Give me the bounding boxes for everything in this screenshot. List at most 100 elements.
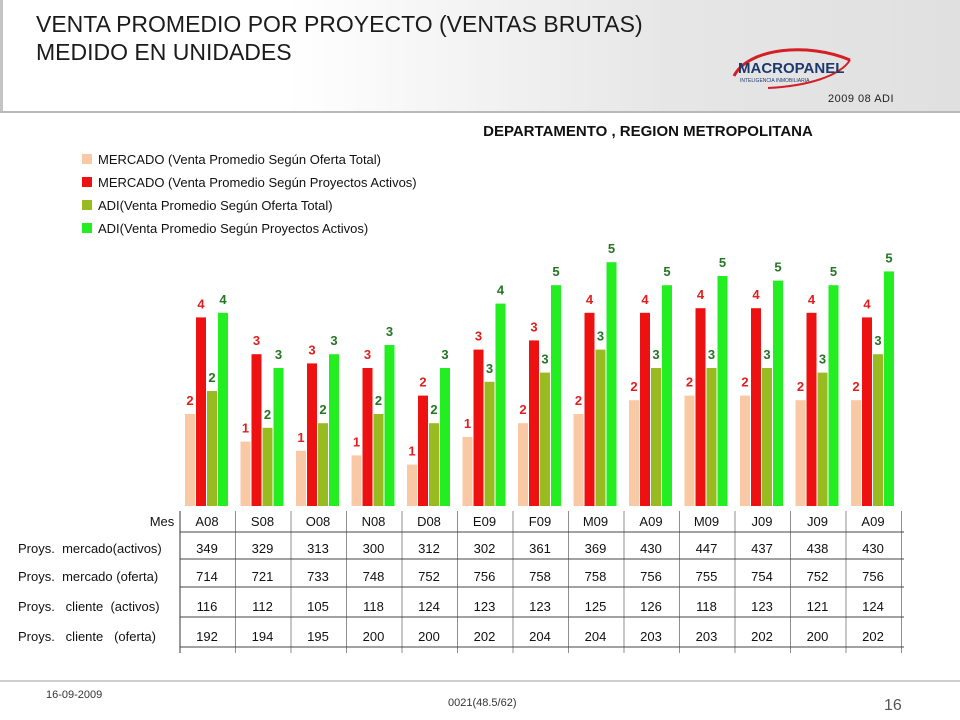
table-cell-4-6: 202: [474, 629, 496, 644]
bar-s3-9: [651, 368, 661, 506]
bar-s3-7: [540, 372, 550, 506]
table-cell-2-12: 752: [807, 569, 829, 584]
table-cell-4-9: 203: [640, 629, 662, 644]
table-cell-4-1: 192: [196, 629, 218, 644]
bar-s4-11: [773, 280, 783, 506]
data-label-s3-4: 2: [375, 393, 382, 408]
x-tick-label-10: M09: [694, 514, 719, 529]
table-cell-1-2: 329: [252, 541, 274, 556]
bar-s1-11: [740, 395, 750, 506]
data-label-s4-8: 5: [608, 241, 615, 256]
data-label-s3-1: 2: [208, 370, 215, 385]
data-label-s2-1: 4: [197, 296, 205, 311]
data-label-s4-11: 5: [774, 260, 781, 275]
data-label-s2-7: 3: [530, 319, 537, 334]
data-label-s3-11: 3: [763, 347, 770, 362]
period-label: 2009 08 ADI: [828, 93, 895, 105]
bar-s3-6: [484, 381, 495, 506]
page-number: 16: [884, 697, 902, 714]
data-label-s2-3: 3: [308, 342, 315, 357]
slide-title-line2: MEDIDO EN UNIDADES: [36, 39, 292, 65]
table-cell-2-4: 748: [363, 569, 385, 584]
svg-text:MACROPANEL: MACROPANEL: [738, 60, 844, 77]
data-label-s1-4: 1: [353, 434, 360, 449]
data-label-s2-8: 4: [586, 292, 594, 307]
bar-s4-13: [884, 271, 894, 506]
table-cell-3-9: 126: [640, 599, 662, 614]
data-label-s3-7: 3: [541, 352, 548, 367]
legend-label-2: MERCADO (Venta Promedio Según Proyectos …: [98, 175, 417, 190]
x-tick-label-1: A08: [195, 514, 218, 529]
data-label-s1-7: 2: [519, 402, 526, 417]
x-tick-label-8: M09: [583, 514, 608, 529]
table-cell-1-11: 437: [751, 541, 773, 556]
svg-text:INTELIGENCIA INMOBILIARIA: INTELIGENCIA INMOBILIARIA: [740, 78, 810, 84]
x-tick-label-6: E09: [473, 514, 496, 529]
data-label-s1-2: 1: [242, 421, 249, 436]
header-left-rule: [0, 0, 3, 112]
footer-divider: [0, 680, 960, 682]
x-tick-label-11: J09: [752, 514, 773, 529]
bar-s4-8: [606, 262, 617, 506]
data-label-s1-5: 1: [408, 444, 415, 459]
table-header-label: Mes: [150, 514, 175, 529]
data-label-s2-11: 4: [752, 287, 760, 302]
table-cell-3-11: 123: [751, 599, 773, 614]
legend-label-1: MERCADO (Venta Promedio Según Oferta Tot…: [98, 152, 381, 167]
data-label-s1-1: 2: [186, 393, 193, 408]
bar-s1-5: [407, 464, 417, 506]
data-label-s2-6: 3: [475, 329, 482, 344]
bar-s1-12: [795, 400, 806, 506]
data-label-s2-2: 3: [253, 333, 260, 348]
bar-s1-2: [240, 441, 251, 506]
table-cell-3-3: 105: [307, 599, 329, 614]
bar-s4-6: [495, 303, 506, 506]
bar-s2-11: [751, 308, 761, 506]
table-cell-2-9: 756: [640, 569, 662, 584]
table-row-label-3: Proys. cliente (activos): [18, 599, 160, 614]
bar-s3-10: [706, 368, 717, 506]
bar-s2-3: [307, 363, 317, 506]
bar-s3-13: [873, 354, 883, 506]
table-cell-4-11: 202: [751, 629, 773, 644]
bar-s4-10: [717, 276, 728, 506]
data-label-s3-10: 3: [708, 347, 715, 362]
bar-s2-2: [251, 354, 262, 506]
table-cell-1-10: 447: [696, 541, 718, 556]
data-label-s1-10: 2: [686, 375, 693, 390]
table-cell-4-8: 204: [585, 629, 607, 644]
table-cell-3-13: 124: [862, 599, 884, 614]
chart-title: DEPARTAMENTO , REGION METROPOLITANA: [483, 123, 813, 140]
table-cell-2-11: 754: [751, 569, 773, 584]
bar-s2-8: [584, 312, 595, 506]
x-tick-label-3: O08: [306, 514, 331, 529]
table-cell-1-4: 300: [363, 541, 385, 556]
table-cell-3-5: 124: [418, 599, 440, 614]
table-cell-1-13: 430: [862, 541, 884, 556]
data-label-s1-11: 2: [741, 375, 748, 390]
bar-s3-3: [318, 423, 328, 506]
table-row-label-2: Proys. mercado (oferta): [18, 569, 158, 584]
table-cell-4-7: 204: [529, 629, 551, 644]
table-cell-1-6: 302: [474, 541, 496, 556]
table-cell-4-5: 200: [418, 629, 440, 644]
bar-s1-4: [351, 455, 362, 506]
data-label-s2-5: 2: [419, 375, 426, 390]
table-cell-3-4: 118: [363, 599, 384, 614]
bar-s1-7: [518, 423, 528, 506]
bar-s3-11: [762, 368, 772, 506]
table-row-label-1: Proys. mercado(activos): [18, 541, 162, 556]
table-cell-1-12: 438: [807, 541, 829, 556]
data-label-s4-6: 4: [497, 283, 505, 298]
data-label-s3-5: 2: [430, 402, 437, 417]
table-cell-4-3: 195: [307, 629, 329, 644]
data-label-s1-9: 2: [630, 379, 637, 394]
table-cell-3-6: 123: [474, 599, 496, 614]
table-cell-3-10: 118: [696, 599, 717, 614]
data-label-s3-12: 3: [819, 352, 826, 367]
table-cell-1-7: 361: [529, 541, 551, 556]
bar-s4-3: [329, 354, 339, 506]
macropanel-logo: MACROPANEL INTELIGENCIA INMOBILIARIA: [732, 48, 851, 89]
x-tick-label-12: J09: [807, 514, 828, 529]
data-label-s1-6: 1: [464, 416, 471, 431]
